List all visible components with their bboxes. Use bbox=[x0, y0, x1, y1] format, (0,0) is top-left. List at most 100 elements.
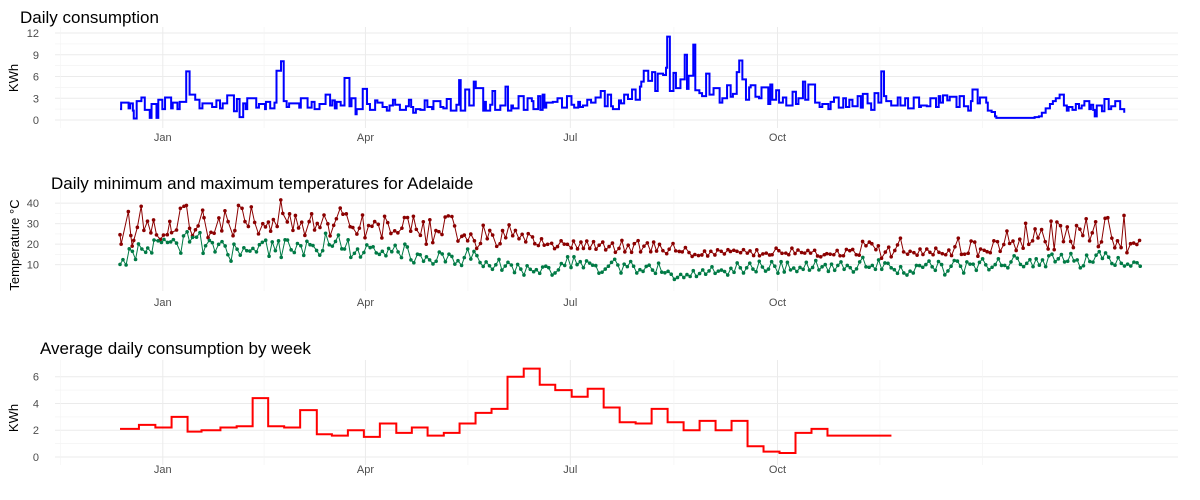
data-point bbox=[289, 248, 293, 252]
data-point bbox=[135, 225, 140, 230]
data-point bbox=[1103, 251, 1108, 255]
data-point bbox=[603, 267, 608, 271]
data-point bbox=[628, 259, 633, 264]
data-point bbox=[487, 228, 492, 233]
data-point bbox=[409, 258, 413, 262]
data-point bbox=[474, 246, 479, 251]
data-point bbox=[428, 217, 432, 222]
data-point bbox=[1074, 223, 1079, 228]
data-point bbox=[1033, 227, 1037, 231]
data-point bbox=[831, 252, 836, 257]
data-point bbox=[260, 240, 265, 245]
data-point bbox=[579, 240, 583, 244]
data-point bbox=[581, 265, 586, 270]
data-point bbox=[437, 250, 442, 254]
data-point bbox=[539, 236, 544, 241]
data-point bbox=[443, 259, 448, 264]
data-point bbox=[961, 271, 966, 275]
data-point bbox=[209, 230, 213, 235]
data-point bbox=[142, 228, 146, 233]
data-point bbox=[311, 243, 315, 248]
data-point bbox=[1046, 247, 1050, 251]
data-point bbox=[949, 264, 953, 269]
data-point bbox=[440, 232, 444, 237]
data-point bbox=[562, 263, 567, 268]
data-point bbox=[947, 248, 951, 252]
data-point bbox=[1001, 242, 1006, 247]
data-point bbox=[593, 263, 598, 268]
data-point bbox=[291, 228, 295, 233]
data-point bbox=[162, 237, 166, 242]
data-point bbox=[898, 236, 903, 240]
data-point bbox=[340, 247, 344, 251]
data-point bbox=[232, 242, 236, 246]
data-point bbox=[920, 265, 925, 270]
data-point bbox=[296, 226, 301, 230]
data-point bbox=[722, 269, 727, 274]
data-point bbox=[622, 262, 626, 266]
data-point bbox=[1007, 241, 1012, 246]
data-point bbox=[462, 255, 467, 260]
data-point bbox=[600, 240, 605, 244]
data-point bbox=[506, 260, 510, 265]
data-point bbox=[550, 273, 554, 277]
data-point bbox=[1113, 263, 1117, 267]
gridlines bbox=[55, 360, 1178, 465]
data-point bbox=[847, 248, 852, 253]
data-point bbox=[553, 271, 557, 275]
data-point bbox=[393, 243, 397, 248]
data-point bbox=[500, 228, 505, 233]
data-point bbox=[374, 251, 379, 255]
data-point bbox=[133, 257, 138, 262]
data-point bbox=[584, 259, 589, 263]
data-point bbox=[145, 219, 150, 223]
data-point bbox=[1110, 236, 1114, 240]
data-point bbox=[249, 205, 254, 209]
data-point bbox=[355, 247, 360, 251]
data-point bbox=[1002, 263, 1007, 268]
data-point bbox=[641, 269, 645, 274]
data-point bbox=[823, 262, 828, 267]
y-tick-label: 40 bbox=[27, 198, 39, 210]
data-point bbox=[481, 264, 486, 269]
data-point bbox=[693, 252, 697, 257]
data-point bbox=[751, 253, 756, 258]
data-point bbox=[121, 257, 125, 262]
data-point bbox=[187, 226, 192, 231]
data-point bbox=[415, 252, 420, 256]
series-line bbox=[120, 35, 1126, 120]
data-point bbox=[842, 267, 846, 272]
data-point bbox=[513, 228, 518, 233]
data-point bbox=[642, 244, 646, 248]
data-point bbox=[307, 219, 311, 224]
chart-title: Average daily consumption by week bbox=[40, 339, 311, 358]
data-point bbox=[1014, 248, 1018, 253]
data-point bbox=[312, 228, 317, 232]
data-point bbox=[507, 223, 511, 227]
data-point bbox=[623, 250, 627, 254]
data-point bbox=[710, 265, 714, 269]
data-point bbox=[490, 267, 495, 272]
data-point bbox=[1097, 249, 1102, 254]
data-point bbox=[807, 268, 812, 272]
data-point bbox=[267, 254, 271, 258]
data-point bbox=[385, 220, 390, 225]
data-point bbox=[806, 248, 810, 253]
data-point bbox=[825, 251, 829, 256]
series-line bbox=[119, 230, 1141, 280]
data-point bbox=[248, 249, 252, 253]
data-point bbox=[728, 249, 733, 254]
data-point bbox=[299, 243, 303, 248]
data-point bbox=[478, 241, 483, 246]
x-tick-label: Oct bbox=[769, 464, 786, 476]
data-point bbox=[478, 260, 482, 265]
data-point bbox=[534, 267, 539, 272]
data-point bbox=[1119, 245, 1123, 250]
data-point bbox=[317, 253, 322, 257]
data-point bbox=[911, 271, 916, 275]
data-point bbox=[798, 265, 802, 270]
data-point bbox=[1055, 220, 1059, 224]
data-point bbox=[371, 244, 375, 249]
data-point bbox=[1065, 225, 1070, 229]
data-point bbox=[876, 243, 881, 248]
